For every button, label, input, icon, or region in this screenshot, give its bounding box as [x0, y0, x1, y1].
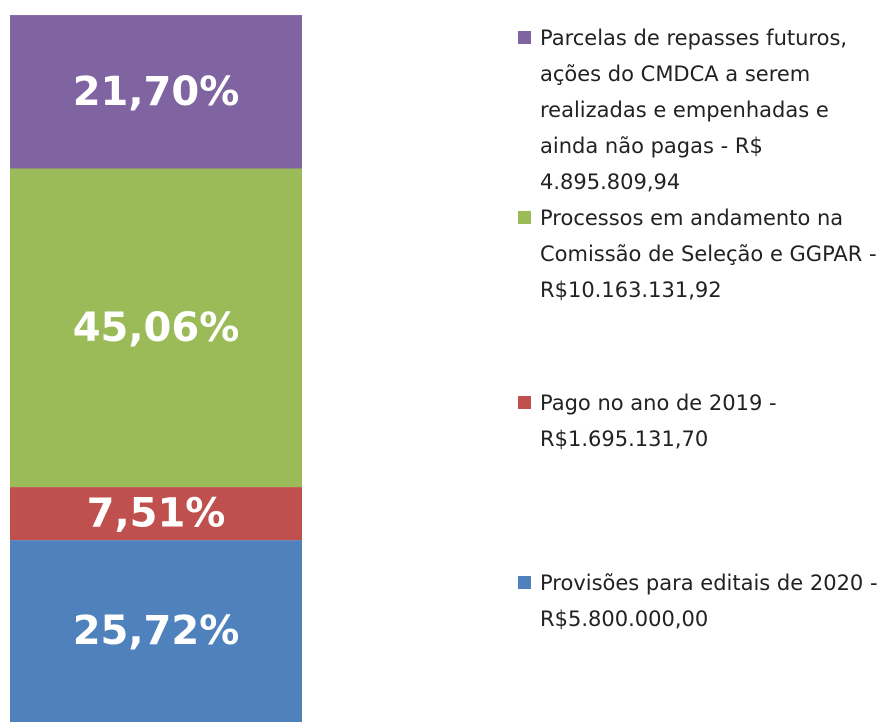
legend-label: Parcelas de repasses futuros, ações do C… — [540, 26, 848, 194]
legend-label: Processos em andamento na Comissão de Se… — [540, 206, 877, 302]
bar-segment — [10, 540, 302, 722]
legend-entry: Provisões para editais de 2020 - R$5.800… — [518, 565, 890, 637]
bar-segment — [10, 15, 302, 169]
legend-entry: Pago no ano de 2019 - R$1.695.131,70 — [518, 385, 890, 457]
data-label: 7,51% — [87, 491, 226, 537]
legend-swatch — [518, 31, 531, 44]
legend-label: Provisões para editais de 2020 - R$5.800… — [540, 571, 878, 631]
data-label: 21,70% — [73, 69, 240, 115]
bar-segment — [10, 168, 302, 488]
data-label: 25,72% — [73, 608, 240, 654]
legend-swatch — [518, 211, 531, 224]
legend-entry: Parcelas de repasses futuros, ações do C… — [518, 20, 890, 200]
legend-label: Pago no ano de 2019 - R$1.695.131,70 — [540, 391, 777, 451]
legend-entry: Processos em andamento na Comissão de Se… — [518, 200, 890, 308]
bar-segment — [10, 487, 302, 541]
data-label: 45,06% — [73, 305, 240, 351]
legend-swatch — [518, 576, 531, 589]
legend-swatch — [518, 396, 531, 409]
